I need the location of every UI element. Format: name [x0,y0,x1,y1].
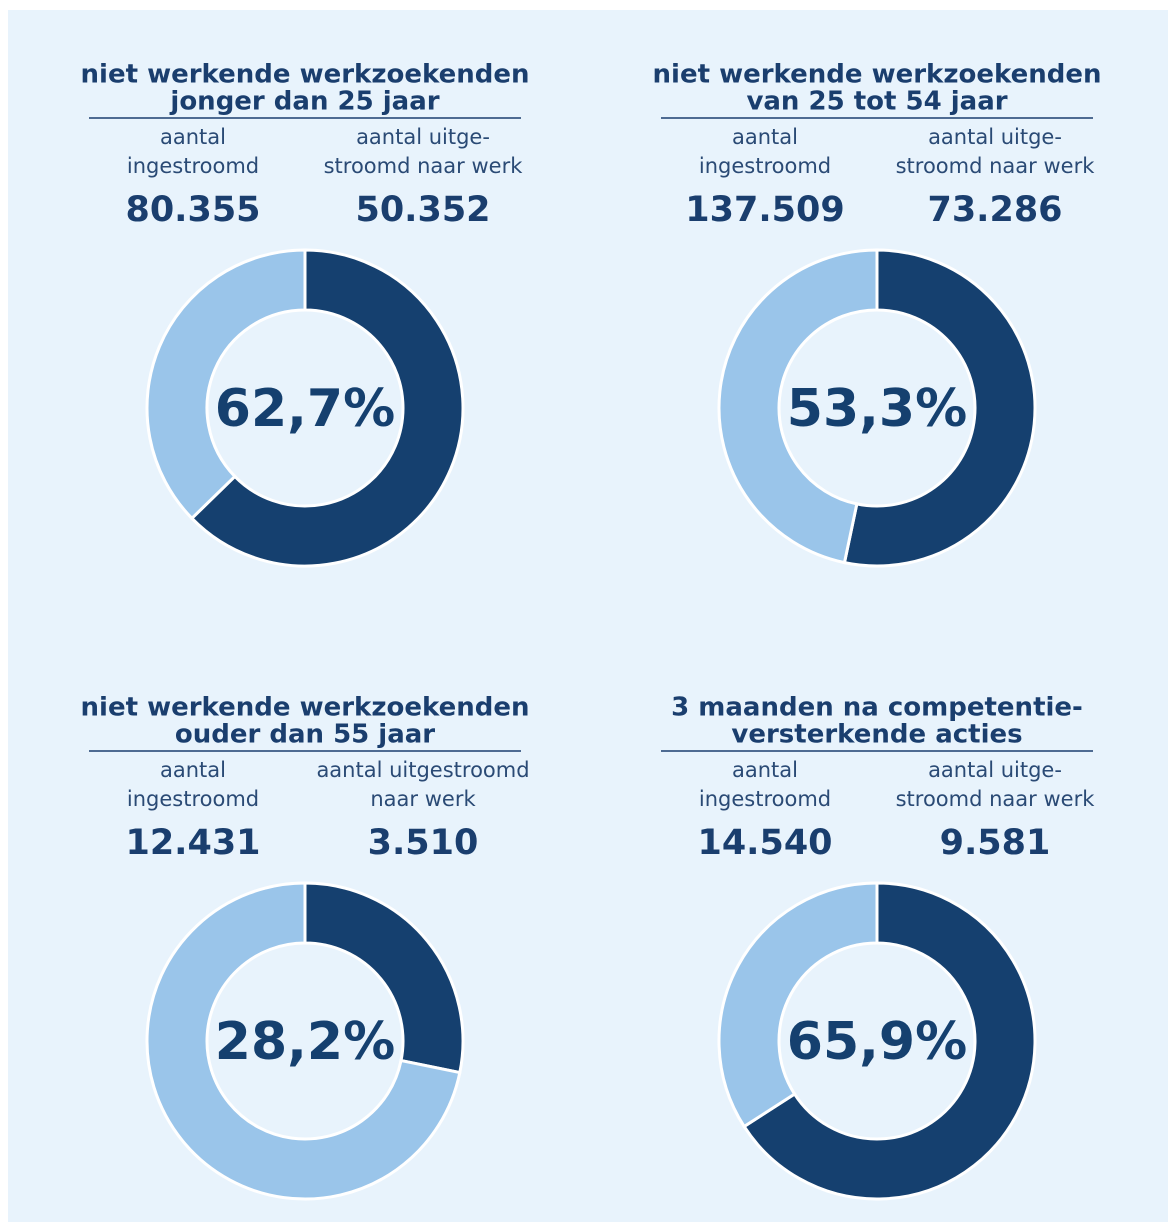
donut-segment [742,881,1037,1201]
stat-label: aantal [732,758,798,782]
center-label: 62,7% [215,379,395,439]
stat-value: 137.509 [685,190,844,230]
center-label: 65,9% [787,1012,967,1072]
stat-value: 14.540 [697,823,832,863]
donut-segment [145,248,307,521]
chart-title: ouder dan 55 jaar [175,720,435,750]
stat-value: 3.510 [368,823,479,863]
stat-label: ingestroomd [699,787,831,811]
stat-label: stroomd naar werk [324,154,524,178]
donut-segment [145,881,462,1201]
stat-label: ingestroomd [127,154,259,178]
stat-label: aantal uitgestroomd [316,758,529,782]
stat-label: ingestroomd [127,787,259,811]
stat-label: stroomd naar werk [896,787,1096,811]
stat-label: aantal [732,125,798,149]
donut-segment [717,881,879,1129]
stat-label: ingestroomd [699,154,831,178]
stat-label: aantal [160,125,226,149]
stat-value: 9.581 [940,823,1051,863]
stat-label: aantal uitge- [356,125,490,149]
chart-title: niet werkende werkzoekenden [81,693,530,723]
donut-segment [717,248,879,565]
stat-label: aantal uitge- [928,125,1062,149]
center-label: 53,3% [787,379,967,439]
stat-value: 80.355 [125,190,260,230]
stat-label: naar werk [370,787,476,811]
chart-title: niet werkende werkzoekenden [81,60,530,90]
center-label: 28,2% [215,1012,395,1072]
stat-label: stroomd naar werk [896,154,1096,178]
stat-label: aantal uitge- [928,758,1062,782]
stat-value: 12.431 [125,823,260,863]
donut-segment [303,881,465,1075]
chart-title: jonger dan 25 jaar [169,87,439,117]
stat-label: aantal [160,758,226,782]
chart-title: van 25 tot 54 jaar [746,87,1007,117]
chart-title: versterkende acties [731,720,1022,750]
chart-title: 3 maanden na competentie- [671,693,1083,723]
donut-segment [842,248,1037,568]
donut-segment [189,248,465,568]
stat-value: 50.352 [355,190,490,230]
chart-title: niet werkende werkzoekenden [653,60,1102,90]
stat-value: 73.286 [927,190,1062,230]
